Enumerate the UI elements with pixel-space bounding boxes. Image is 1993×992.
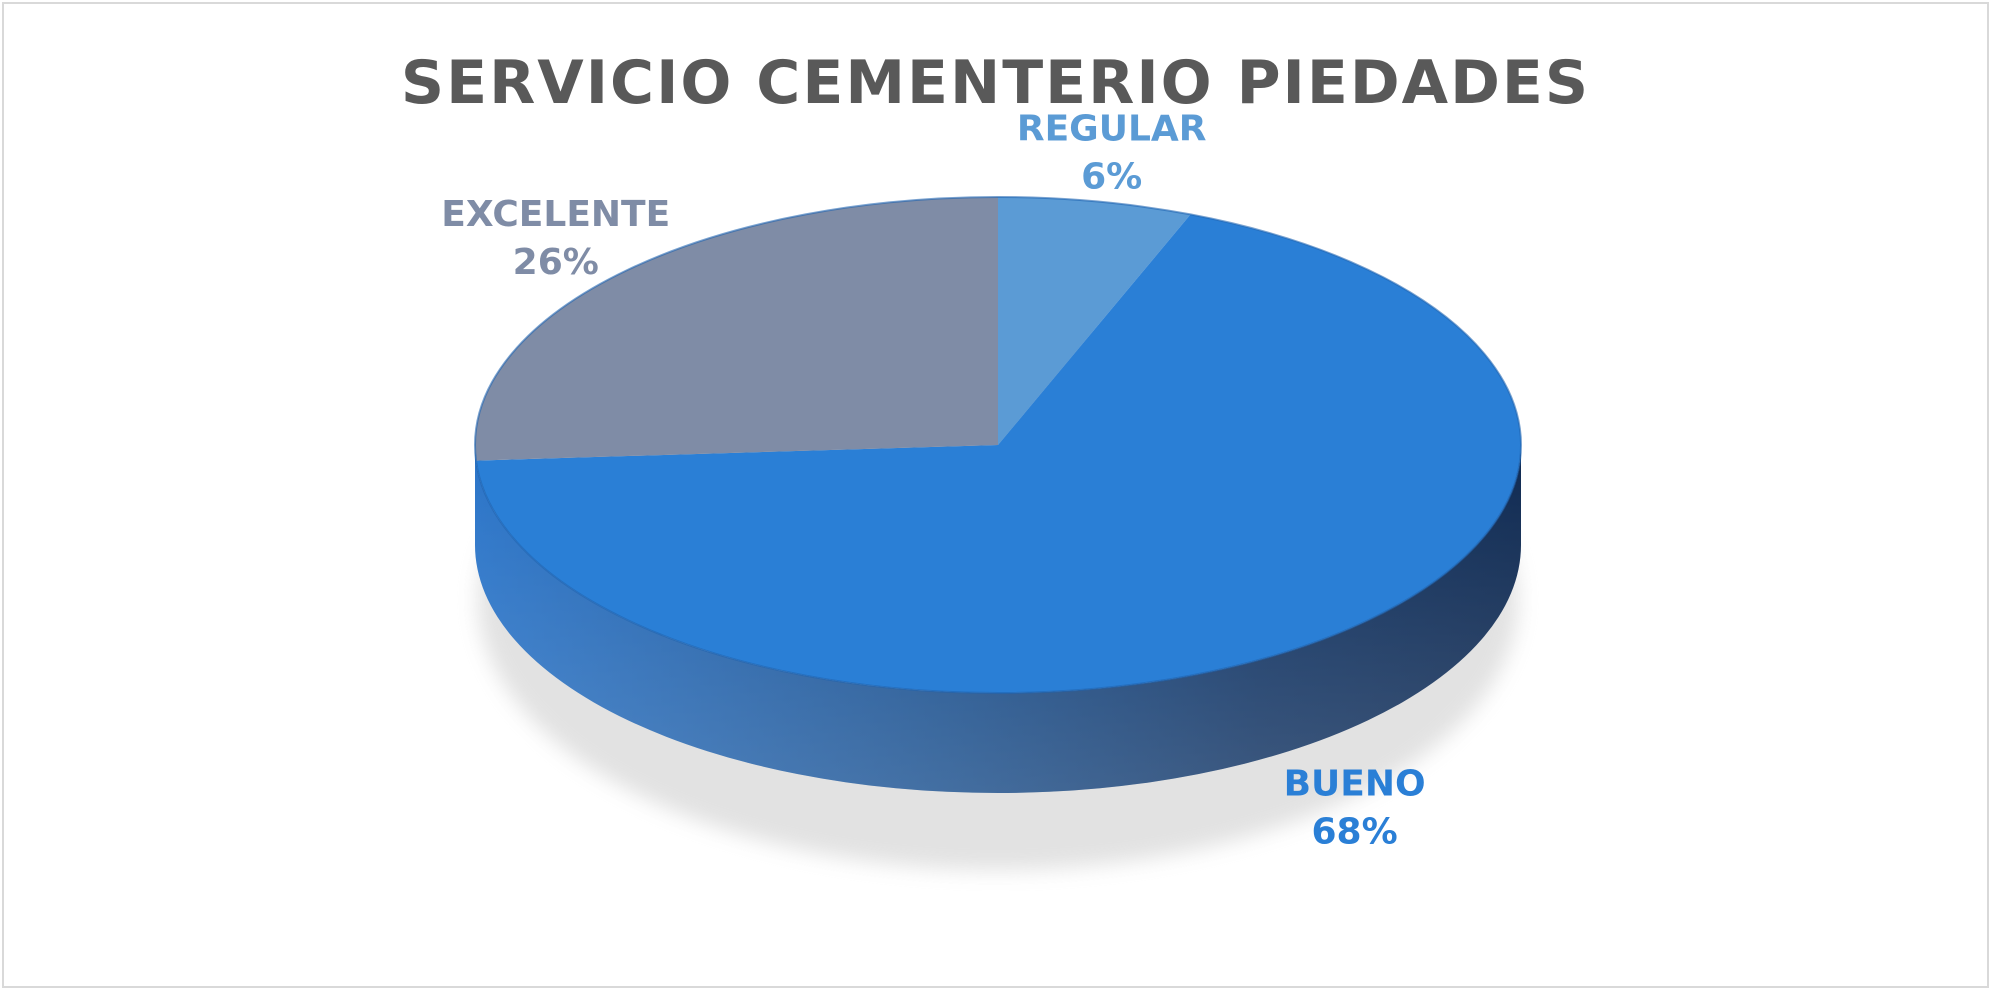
chart-title: SERVICIO CEMENTERIO PIEDADES (400, 48, 1591, 118)
pie-slice-excelente (474, 197, 998, 461)
pie-top-rim (474, 196, 1522, 694)
data-label-excelente-value: 26% (513, 242, 599, 283)
data-label-bueno-category: BUENO (1284, 764, 1426, 805)
pie-side-highlight (475, 445, 1521, 793)
data-label-regular-category: REGULAR (1017, 108, 1207, 149)
data-label-regular-value: 6% (1081, 156, 1142, 197)
pie-slices (474, 196, 1522, 694)
pie-slice-regular (998, 197, 1191, 445)
pie-sides (475, 445, 1521, 793)
pie-labels: REGULAR 6% BUENO 68% EXCELENTE 26% (441, 108, 1425, 852)
data-label-bueno-value: 68% (1312, 812, 1398, 853)
data-label-excelente-category: EXCELENTE (441, 194, 670, 235)
pie-slice-bueno (476, 214, 1522, 693)
